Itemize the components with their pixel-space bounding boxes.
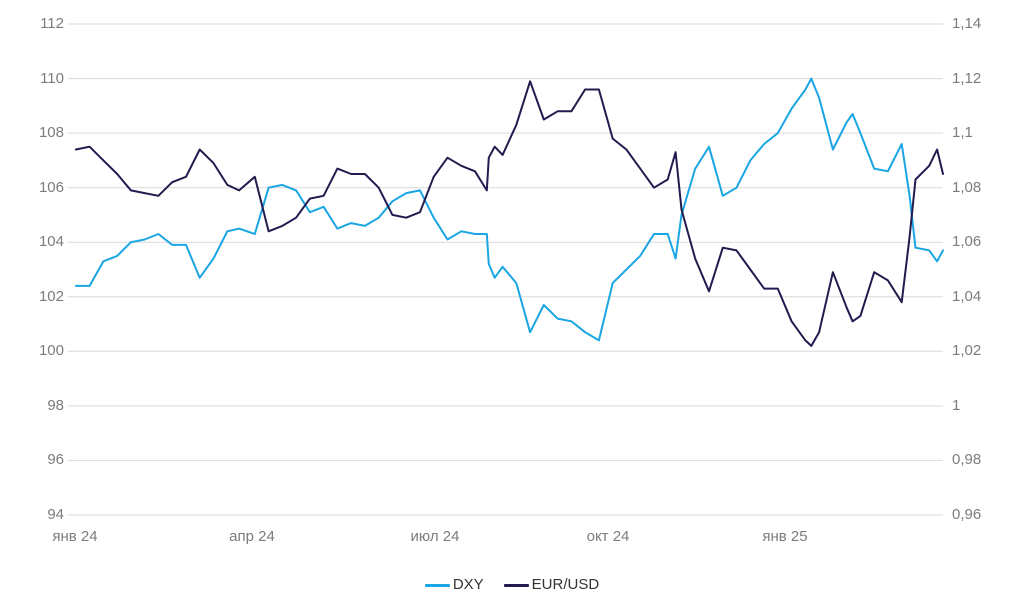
legend-item-dxy: DXY bbox=[424, 576, 484, 594]
eurusd-legend-label: EUR/USD bbox=[531, 576, 600, 593]
x-axis-tick: янв 24 bbox=[52, 528, 98, 545]
y-axis-left-tick: 94 bbox=[47, 506, 64, 523]
x-axis-tick: янв 25 bbox=[762, 528, 808, 545]
y-axis-right-tick: 1,12 bbox=[952, 70, 982, 87]
y-axis-right-tick: 1,06 bbox=[952, 233, 982, 250]
dxy-legend-label: DXY bbox=[452, 576, 484, 593]
y-axis-right-tick: 1,08 bbox=[952, 179, 982, 196]
y-axis-right-tick: 1,04 bbox=[952, 288, 982, 305]
y-axis-left-tick: 102 bbox=[38, 288, 64, 305]
y-axis-left-tick: 108 bbox=[38, 124, 64, 141]
y-axis-right-tick: 0,96 bbox=[952, 506, 982, 523]
gridlines bbox=[68, 23, 943, 516]
dxy-line bbox=[74, 77, 944, 342]
y-axis-left-tick: 96 bbox=[47, 451, 64, 468]
x-axis-tick: апр 24 bbox=[229, 528, 275, 545]
y-axis-left-tick: 112 bbox=[40, 15, 64, 32]
x-axis-tick: окт 24 bbox=[586, 528, 630, 545]
y-axis-left-tick: 98 bbox=[47, 397, 64, 414]
y-axis-left-tick: 100 bbox=[38, 342, 64, 359]
legend-item-eurusd: EUR/USD bbox=[503, 576, 600, 594]
eurusd-line-swatch bbox=[503, 583, 529, 587]
y-axis-right-tick: 1,14 bbox=[952, 15, 982, 32]
y-axis-left-tick: 106 bbox=[38, 179, 64, 196]
y-axis-left-tick: 110 bbox=[40, 70, 64, 87]
y-axis-left-tick: 104 bbox=[38, 233, 64, 250]
dxy-line-swatch bbox=[424, 583, 450, 587]
eur-usd-line bbox=[74, 80, 944, 347]
y-axis-right-tick: 1 bbox=[952, 397, 961, 414]
legend: DXY EUR/USD bbox=[0, 576, 1024, 594]
y-axis-right-tick: 1,1 bbox=[952, 124, 973, 141]
y-axis-right-tick: 0,98 bbox=[952, 451, 982, 468]
y-axis-right-tick: 1,02 bbox=[952, 342, 982, 359]
x-axis-tick: июл 24 bbox=[410, 528, 460, 545]
